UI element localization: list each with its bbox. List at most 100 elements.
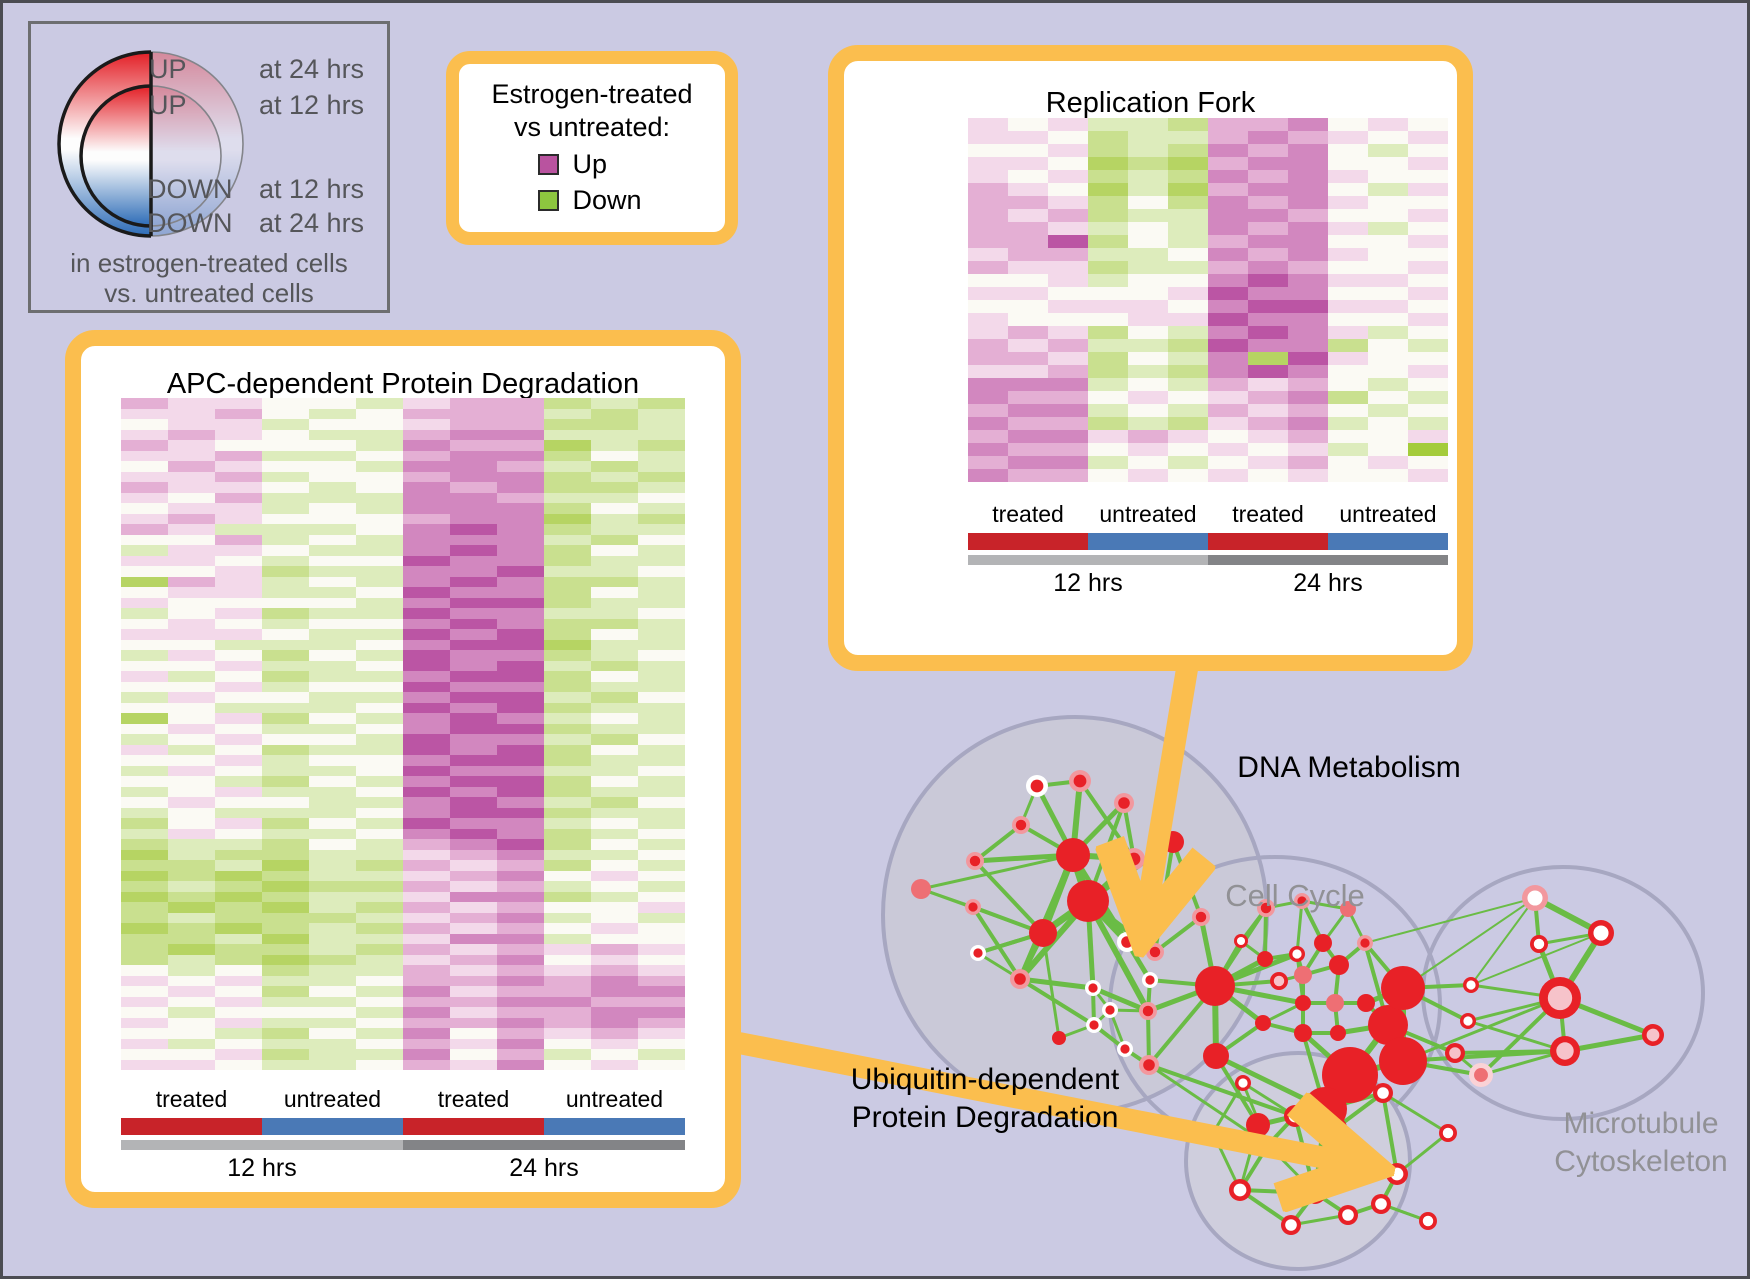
heatmap-cell [215, 408, 262, 419]
dna-metabolism-label: DNA Metabolism [1237, 751, 1461, 784]
heatmap-cell [1008, 222, 1048, 235]
heatmap-cell [1248, 339, 1288, 352]
heatmap-cell [309, 576, 356, 587]
heatmap-cell [215, 870, 262, 881]
heatmap-cell [1128, 274, 1168, 287]
heatmap-cell [968, 326, 1008, 339]
heatmap-cell [1128, 417, 1168, 430]
heatmap-cell [1328, 261, 1368, 274]
heatmap-cell [356, 398, 403, 409]
heatmap-cell [215, 597, 262, 608]
heatmap-cell [1208, 131, 1248, 144]
heatmap-cell [309, 786, 356, 797]
heatmap-cell [215, 1059, 262, 1070]
heatmap-cell [450, 429, 497, 440]
heatmap-cell [121, 461, 168, 472]
heatmap-cell [403, 1017, 450, 1028]
heatmap-cell [1248, 131, 1288, 144]
heatmap-cell [1168, 352, 1208, 365]
heatmap-cell [1248, 209, 1288, 222]
heatmap-cell [544, 776, 591, 787]
heatmap-cell [215, 965, 262, 976]
heatmap-cell [1168, 404, 1208, 417]
heatmap-cell [1128, 183, 1168, 196]
heatmap-cell [1048, 274, 1088, 287]
heatmap-cell [356, 723, 403, 734]
heatmap-cell [450, 818, 497, 829]
heatmap-cell [262, 471, 309, 482]
gene-node [1288, 1109, 1302, 1123]
heatmap-cell [168, 471, 215, 482]
heatmap-cell [121, 807, 168, 818]
heatmap-cell [262, 713, 309, 724]
gene-node [1118, 797, 1130, 809]
heatmap-cell [450, 912, 497, 923]
heatmap-cell [1088, 417, 1128, 430]
heatmap-cell [1248, 222, 1288, 235]
heatmap-cell [403, 440, 450, 451]
heatmap-cell [638, 608, 685, 619]
heatmap-cell [215, 996, 262, 1007]
heatmap-cell [450, 765, 497, 776]
heatmap-cell [1048, 443, 1088, 456]
heatmap-cell [591, 1007, 638, 1018]
heatmap-cell [591, 797, 638, 808]
heatmap-cell [121, 849, 168, 860]
heatmap-cell [309, 597, 356, 608]
heatmap-cell [1288, 118, 1328, 131]
heatmap-cell [403, 429, 450, 440]
heatmap-cell [1408, 391, 1448, 404]
gene-node [1340, 901, 1356, 917]
heatmap-cell [1288, 235, 1328, 248]
heatmap-cell [450, 744, 497, 755]
gene-node [1052, 1031, 1066, 1045]
heatmap-cell [497, 839, 544, 850]
heatmap-cell [215, 587, 262, 598]
heatmap-cell [356, 482, 403, 493]
ubiquitin-label-line2: Protein Degradation [851, 1101, 1119, 1134]
heatmap-cell [403, 818, 450, 829]
heatmap-cell [121, 765, 168, 776]
heatmap-cell [1328, 222, 1368, 235]
heatmap-cell [968, 170, 1008, 183]
heatmap-cell [591, 398, 638, 409]
heatmap-cell [1408, 170, 1448, 183]
heatmap-cell [403, 419, 450, 430]
up-down-circle-icon [57, 50, 244, 238]
heatmap-cell [403, 776, 450, 787]
heatmap-cell [1408, 300, 1448, 313]
heatmap-cell [591, 461, 638, 472]
heatmap-cell [1008, 404, 1048, 417]
heatmap-cell [591, 744, 638, 755]
heatmap-cell [497, 734, 544, 745]
heatmap-cell [403, 807, 450, 818]
heatmap-cell [544, 597, 591, 608]
heatmap-cell [121, 471, 168, 482]
heatmap-cell [638, 954, 685, 965]
heatmap-cell [450, 461, 497, 472]
heatmap-cell [544, 566, 591, 577]
heatmap-cell [450, 440, 497, 451]
network-edge [920, 853, 1074, 891]
heatmap-cell [1208, 404, 1248, 417]
heatmap-cell [1008, 352, 1048, 365]
heatmap-cell [1088, 274, 1128, 287]
heatmap-cell [1288, 157, 1328, 170]
heatmap-cell [544, 650, 591, 661]
heatmap-cell [262, 734, 309, 745]
heatmap-cell [638, 545, 685, 556]
heatmap-cell [450, 681, 497, 692]
heatmap-cell [1368, 183, 1408, 196]
heatmap-cell [450, 734, 497, 745]
heatmap-cell [309, 723, 356, 734]
heatmap-cell [403, 545, 450, 556]
heatmap-cell [1048, 131, 1088, 144]
apc-degradation-title: APC-dependent Protein Degradation [166, 368, 640, 400]
gene-node [1260, 902, 1272, 914]
gene-node [1294, 1024, 1312, 1042]
heatmap-cell [497, 828, 544, 839]
gene-node [1015, 819, 1027, 831]
heatmap-cell [403, 902, 450, 913]
heatmap-cell [121, 1007, 168, 1018]
heatmap-cell [356, 692, 403, 703]
